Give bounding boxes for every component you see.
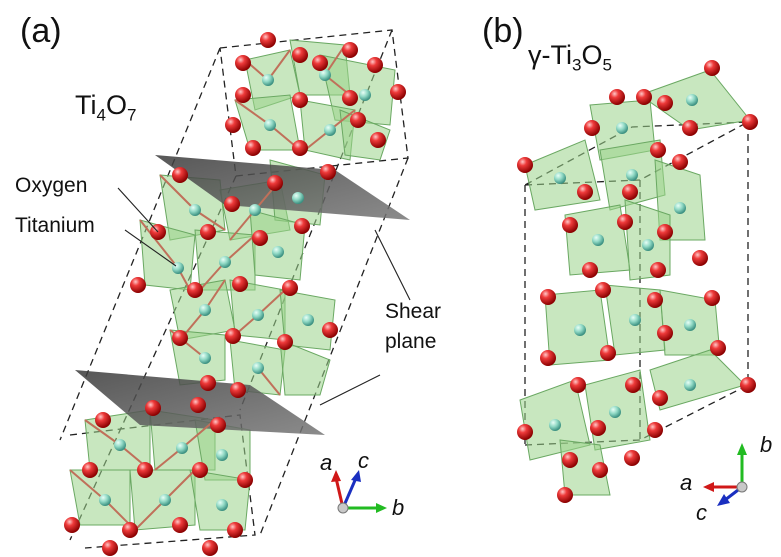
panel-a-label: (a) <box>20 12 62 50</box>
leader-lines-a <box>117 187 411 406</box>
titanium-label: Titanium <box>15 214 95 237</box>
shear-plane-upper <box>155 155 410 220</box>
panel-b-label: (b) <box>482 12 524 50</box>
panel-b-formula: γ-Ti3O5 <box>528 40 612 75</box>
oxygen-label: Oxygen <box>15 174 88 197</box>
oxygen-atoms-b <box>517 60 758 503</box>
axes-triad-a <box>331 470 387 514</box>
axis-b-label-a: b <box>392 495 405 520</box>
axis-b-label-b: b <box>760 432 773 457</box>
octahedra-b <box>519 69 751 496</box>
axes-triad-b <box>703 443 748 506</box>
shear-plane-label-line1: Shear <box>385 300 442 323</box>
axis-c-label-b: c <box>696 500 707 525</box>
bonds-a <box>69 44 356 531</box>
titanium-atoms-b <box>549 94 698 431</box>
titanium-atoms-a <box>99 69 371 511</box>
oxygen-atoms-a <box>64 32 406 556</box>
axis-c-label-a: c <box>358 448 369 473</box>
axis-a-label-b: a <box>680 470 693 495</box>
shear-plane-label-line2: plane <box>385 330 437 353</box>
axis-a-label-a: a <box>320 450 333 475</box>
panel-a-formula: Ti4O7 <box>75 90 137 125</box>
